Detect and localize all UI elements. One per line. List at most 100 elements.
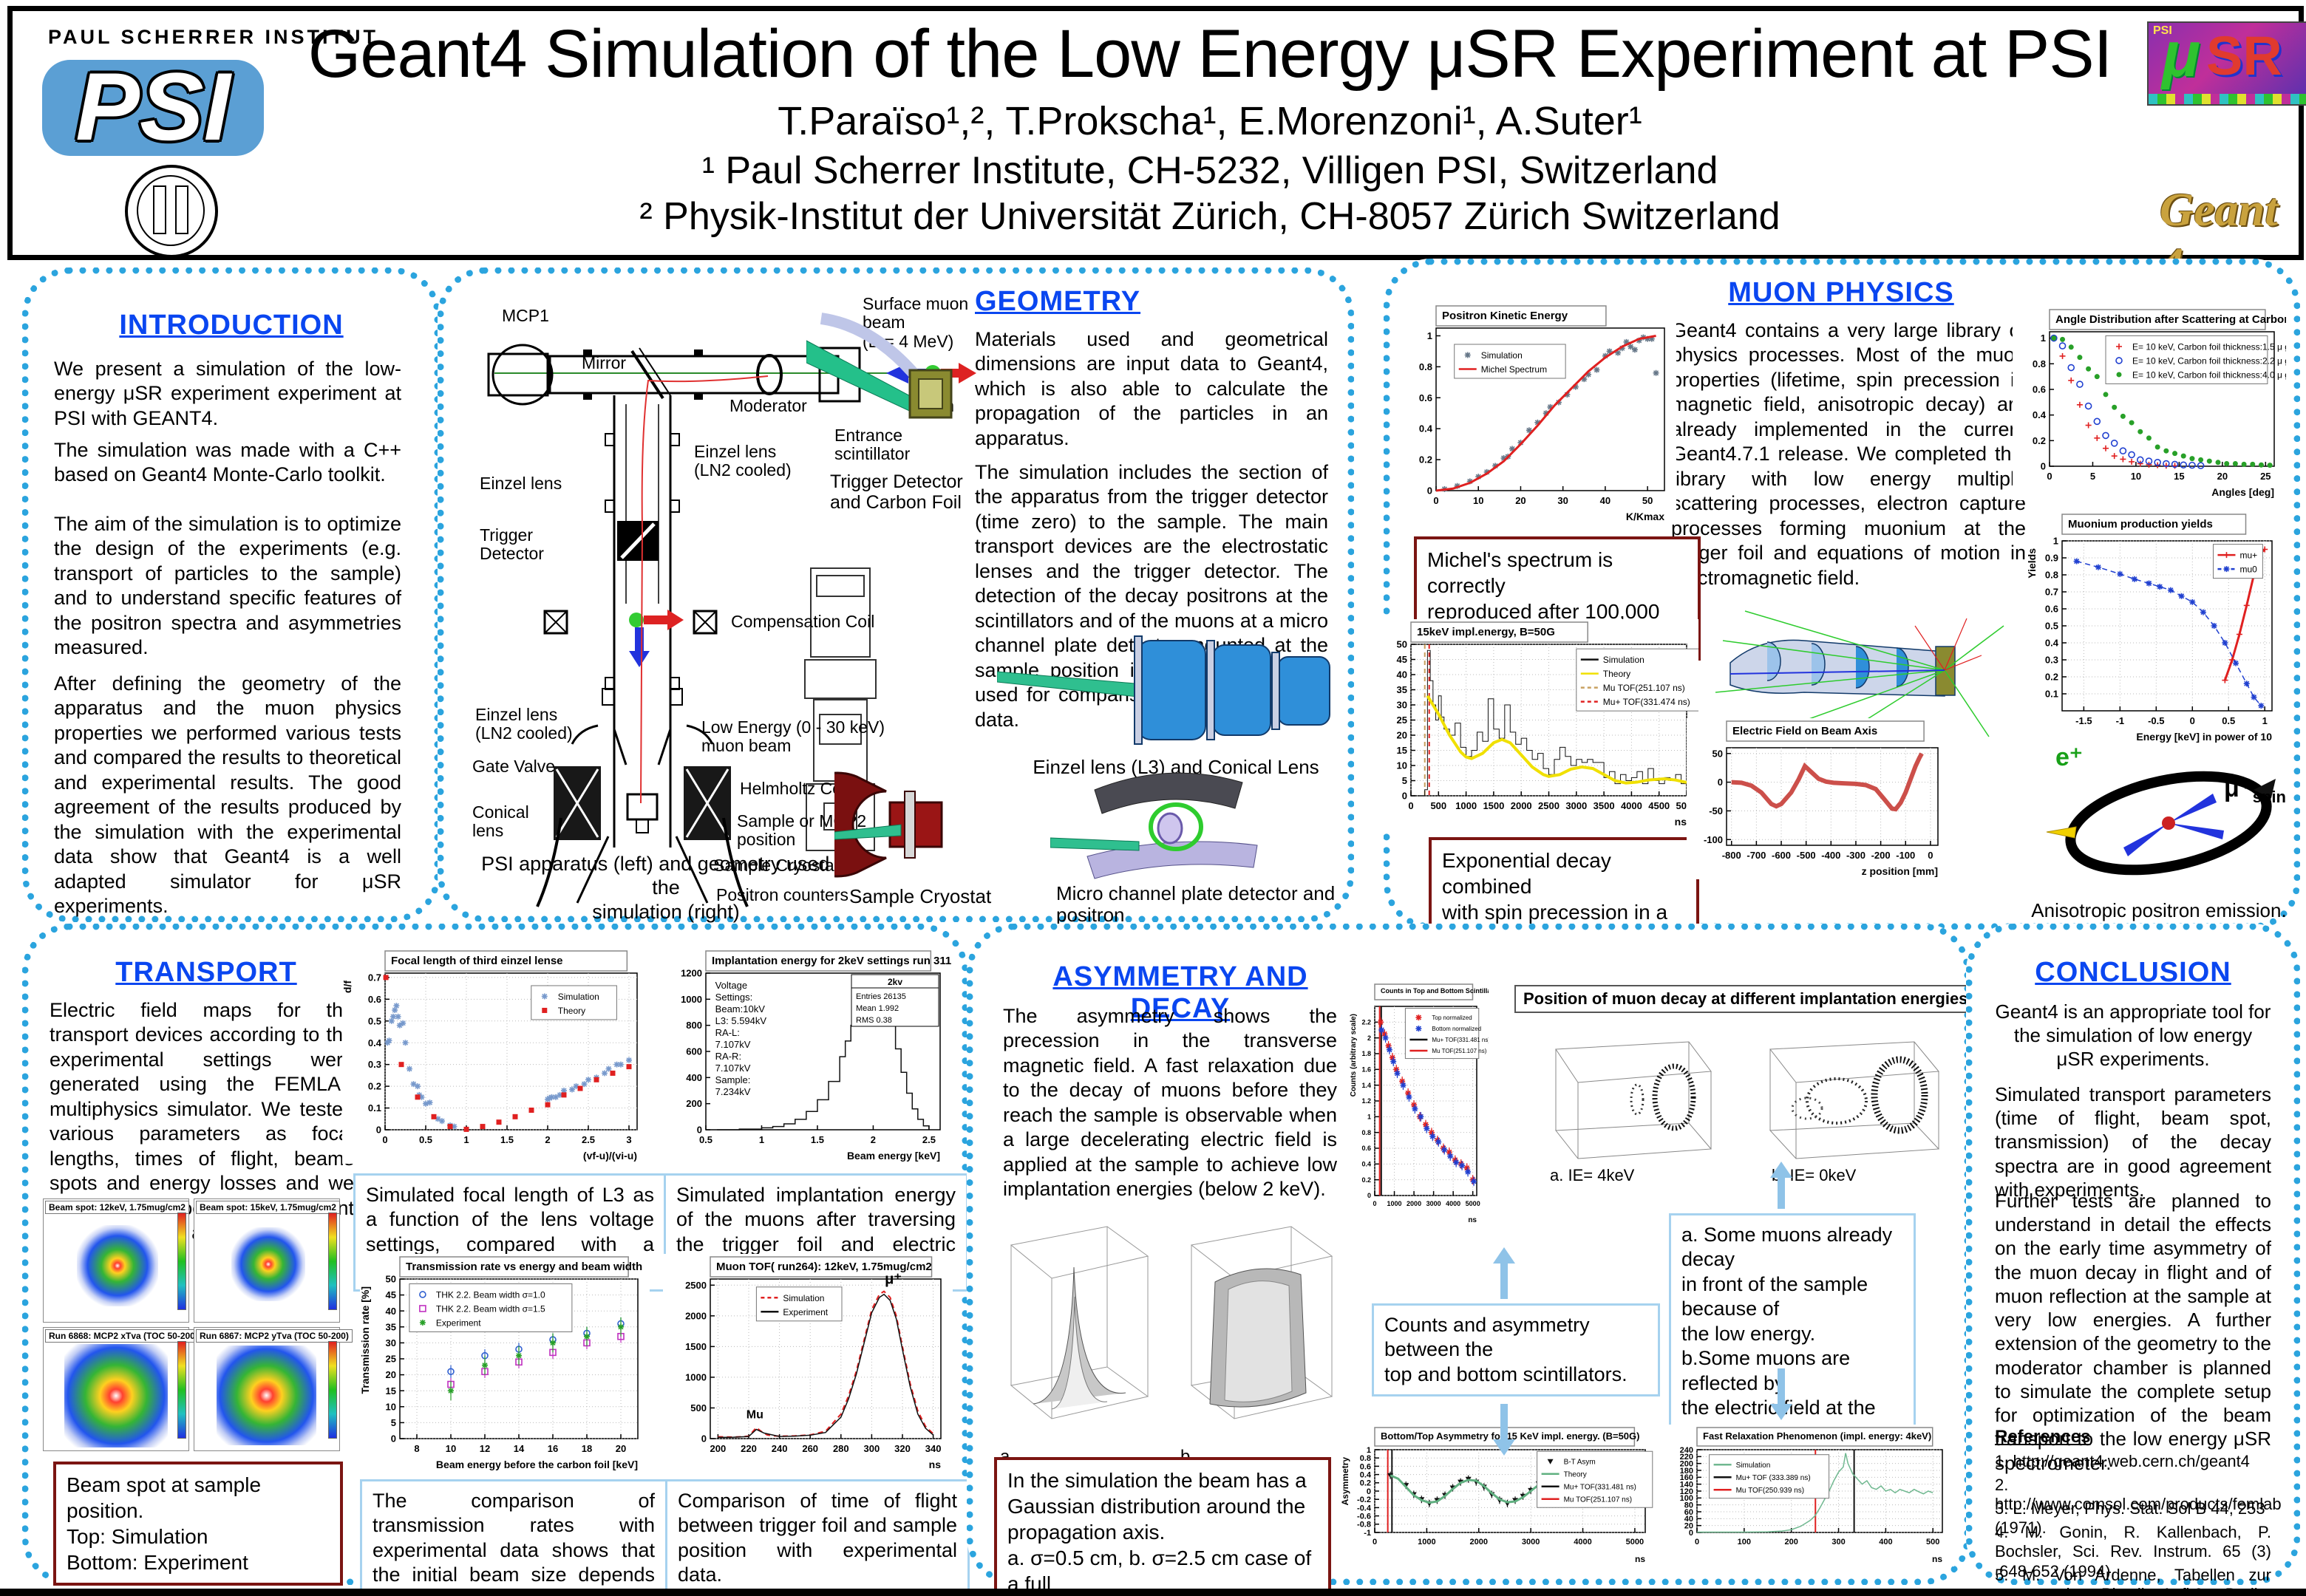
svg-text:Simulation: Simulation xyxy=(783,1293,824,1303)
svg-text:0.6: 0.6 xyxy=(2045,604,2058,615)
eplus-label: e⁺ xyxy=(2055,743,2083,771)
svg-text:5: 5 xyxy=(391,1417,396,1428)
svg-text:5: 5 xyxy=(2090,471,2095,482)
svg-text:THK 2.2. Beam width σ=1.0: THK 2.2. Beam width σ=1.0 xyxy=(436,1290,545,1300)
label-positron-counters: Positron counters xyxy=(716,885,848,904)
asymmetry-p1: The asymmetry shows the precession in th… xyxy=(1003,1005,1337,1201)
svg-text:4000: 4000 xyxy=(1621,800,1642,811)
svg-text:400: 400 xyxy=(1879,1538,1892,1546)
svg-text:300: 300 xyxy=(1831,1538,1845,1546)
cryostat-render-label: Sample Cryostat xyxy=(849,885,992,907)
svg-text:1000: 1000 xyxy=(1387,1200,1402,1207)
svg-text:100: 100 xyxy=(1680,1494,1693,1503)
conclusion-p2: Simulated transport parameters (time of … xyxy=(1995,1083,2271,1201)
arrow-down-icon xyxy=(1493,1404,1515,1456)
svg-text:60: 60 xyxy=(1684,1508,1693,1517)
svg-text:Positron Kinetic Energy: Positron Kinetic Energy xyxy=(1442,310,1568,322)
svg-text:0.6: 0.6 xyxy=(1361,1145,1371,1152)
svg-text:2.2: 2.2 xyxy=(1361,1018,1371,1026)
svg-text:30: 30 xyxy=(1557,495,1568,506)
beamspot-caption: Beam spot at sample position. Top: Simul… xyxy=(53,1462,343,1586)
svg-text:d/f: d/f xyxy=(342,981,353,993)
label-einzel-low: Einzel lens (LN2 cooled) xyxy=(475,705,573,743)
svg-text:E= 10 keV, Carbon foil thickne: E= 10 keV, Carbon foil thickness:2.2 μ g… xyxy=(2132,356,2286,366)
svg-text:THK 2.2. Beam width σ=1.5: THK 2.2. Beam width σ=1.5 xyxy=(436,1304,545,1314)
svg-text:Asymmetry: Asymmetry xyxy=(1340,1457,1350,1506)
svg-text:0: 0 xyxy=(391,1433,396,1445)
svg-text:2: 2 xyxy=(871,1134,876,1145)
psi-institute-label: PAUL SCHERRER INSTITUT xyxy=(48,26,379,48)
svg-text:10: 10 xyxy=(2131,471,2141,482)
svg-text:100: 100 xyxy=(1738,1538,1751,1546)
svg-text:7.234kV: 7.234kV xyxy=(715,1086,751,1097)
svg-text:0.8: 0.8 xyxy=(1361,1129,1371,1136)
svg-text:8: 8 xyxy=(414,1443,419,1454)
decay-a-label: a. IE= 4keV xyxy=(1550,1166,1635,1184)
chart-angle-distribution: 0 5 10 15 20 25 0 0.2 0.4 0.6 0.8 1 Angle Distributi… xyxy=(2013,307,2306,500)
label-mirror: Mirror xyxy=(582,353,627,372)
decay-position-title: Position of muon decay at different impl… xyxy=(1514,985,1997,1013)
svg-text:120: 120 xyxy=(1680,1487,1693,1496)
svg-text:0.3: 0.3 xyxy=(2045,655,2058,666)
svg-text:Yields: Yields xyxy=(2027,548,2038,579)
svg-text:3000: 3000 xyxy=(1565,800,1587,811)
svg-text:1.2: 1.2 xyxy=(1361,1097,1371,1105)
chart-muon-tof: 200 220 240 260 280 300 320 340 0 500 1000 1500 2000… xyxy=(663,1254,953,1473)
einzel-lens-render xyxy=(997,635,1330,745)
svg-text:600: 600 xyxy=(686,1046,702,1057)
svg-text:1.5: 1.5 xyxy=(500,1134,514,1145)
svg-text:0: 0 xyxy=(1373,1538,1377,1546)
chart-positron-kinetic-energy: 0 10 20 30 40 50 0 0.2 0.4 0.6 0.8 1 Positron Kineti… xyxy=(1399,303,1676,525)
svg-text:0.8: 0.8 xyxy=(1360,1454,1371,1463)
svg-text:0: 0 xyxy=(1433,495,1438,506)
svg-text:1000: 1000 xyxy=(1418,1538,1435,1546)
svg-text:10: 10 xyxy=(1397,760,1407,771)
svg-text:0.2: 0.2 xyxy=(368,1081,381,1092)
svg-text:0.2: 0.2 xyxy=(1361,1176,1371,1184)
svg-text:1500: 1500 xyxy=(1483,800,1504,811)
svg-text:12: 12 xyxy=(480,1443,490,1454)
svg-text:0: 0 xyxy=(1689,1529,1693,1538)
svg-text:E= 10 keV, Carbon foil thickne: E= 10 keV, Carbon foil thickness:4.0 μ g… xyxy=(2132,370,2286,381)
svg-text:220: 220 xyxy=(741,1443,757,1454)
svg-text:50: 50 xyxy=(1642,495,1653,506)
chart-electric-field: -800 -700 -600 -500 -400 -300 -200 -100 0 -100 -50… xyxy=(1687,718,1950,879)
panel-geometry: GEOMETRY Materials used and geometrical … xyxy=(438,267,1354,946)
svg-text:5: 5 xyxy=(1402,775,1407,786)
svg-text:0.1: 0.1 xyxy=(368,1102,381,1114)
label-low-energy-beam: Low Energy (0 - 30 keV) muon beam xyxy=(701,717,885,756)
svg-text:-0.6: -0.6 xyxy=(1357,1512,1371,1521)
beamspot-exp-run6868: Run 6868: MCP2 xTva (TOC 50-200) xyxy=(43,1327,202,1451)
svg-text:0.5: 0.5 xyxy=(699,1134,712,1145)
svg-text:7.107kV: 7.107kV xyxy=(715,1039,751,1050)
svg-text:-0.5: -0.5 xyxy=(2148,715,2164,726)
geometry-p1: Materials used and geometrical dimension… xyxy=(975,328,1328,449)
svg-text:Experiment: Experiment xyxy=(436,1318,481,1329)
svg-text:Transmission rate vs energy an: Transmission rate vs energy and beam wid… xyxy=(406,1261,642,1273)
svg-text:40: 40 xyxy=(1600,495,1611,506)
svg-text:z position [mm]: z position [mm] xyxy=(1862,865,1938,877)
svg-text:280: 280 xyxy=(833,1443,849,1454)
svg-text:0.2: 0.2 xyxy=(2045,672,2058,683)
svg-text:15: 15 xyxy=(386,1385,396,1396)
svg-text:20: 20 xyxy=(386,1369,396,1380)
introduction-p1: We present a simulation of the low-energ… xyxy=(54,358,401,429)
svg-text:Muonium production yields: Muonium production yields xyxy=(2068,518,2213,531)
svg-text:0: 0 xyxy=(1367,1192,1371,1199)
svg-text:16: 16 xyxy=(548,1443,558,1454)
svg-text:1: 1 xyxy=(1367,1113,1371,1120)
svg-text:20: 20 xyxy=(1397,730,1407,741)
svg-text:1.5: 1.5 xyxy=(811,1134,824,1145)
transport-heading: TRANSPORT xyxy=(115,957,297,988)
svg-text:800: 800 xyxy=(686,1020,702,1031)
geometry-heading: GEOMETRY xyxy=(975,286,1141,317)
svg-text:Mu: Mu xyxy=(746,1409,763,1422)
svg-text:0.8: 0.8 xyxy=(2045,570,2058,581)
svg-text:200: 200 xyxy=(710,1443,727,1454)
svg-text:18: 18 xyxy=(582,1443,592,1454)
svg-text:Entries 26135: Entries 26135 xyxy=(856,992,906,1001)
svg-text:4000: 4000 xyxy=(1446,1200,1460,1207)
svg-text:45: 45 xyxy=(386,1289,396,1300)
musr-logo: PSI μ SR xyxy=(2147,21,2306,106)
svg-text:2500: 2500 xyxy=(1538,800,1560,811)
